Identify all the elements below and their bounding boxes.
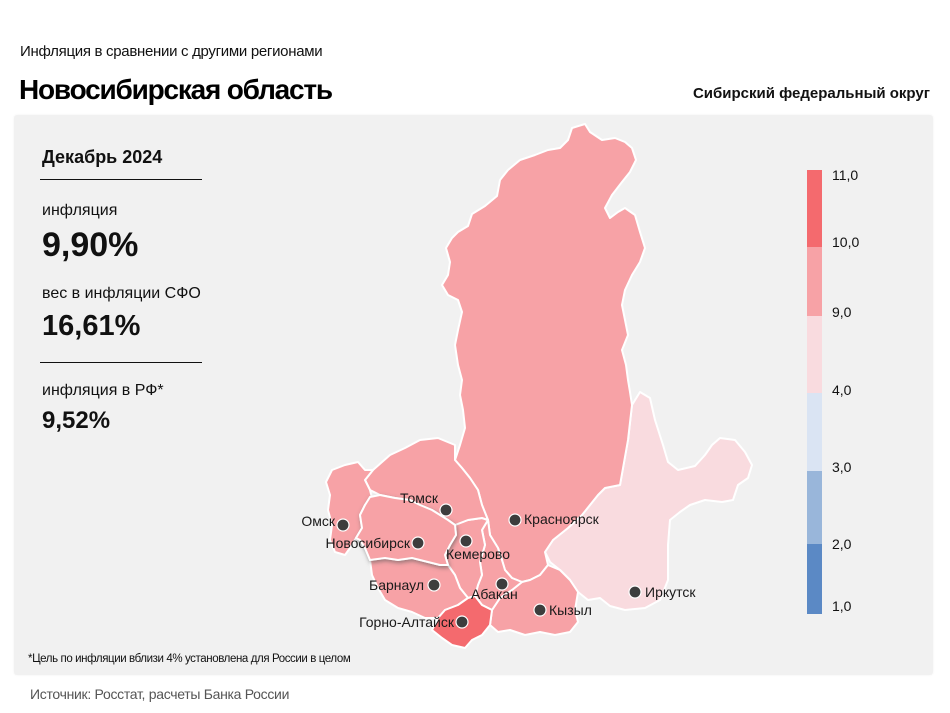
legend-tick: 10,0 xyxy=(832,234,860,250)
legend-bin-4-9 xyxy=(807,316,822,393)
city-label-abakan: Абакан xyxy=(471,586,518,602)
legend-tick: 2,0 xyxy=(832,536,852,552)
legend-bin-1-2 xyxy=(807,544,822,614)
legend-tick: 1,0 xyxy=(832,598,852,614)
city-label-kyzyl: Кызыл xyxy=(549,602,592,618)
legend-bin-9-10 xyxy=(807,247,822,316)
legend-tick: 9,0 xyxy=(832,304,852,320)
city-dot-kemerovo[interactable] xyxy=(459,534,473,548)
legend-bin-2-3 xyxy=(807,471,822,544)
rf-inflation-label: инфляция в РФ* xyxy=(42,382,164,399)
rf-inflation-value: 9,52% xyxy=(42,407,111,434)
city-label-barnaul: Барнаул xyxy=(369,577,424,593)
inflation-label: инфляция xyxy=(42,202,118,219)
city-label-irkutsk: Иркутск xyxy=(645,584,696,600)
footnote: *Цель по инфляции вблизи 4% установлена … xyxy=(28,653,351,665)
legend-tick: 11,0 xyxy=(832,167,859,183)
legend-bin-10-11 xyxy=(807,170,822,247)
city-dot-barnaul[interactable] xyxy=(427,578,441,592)
page-subtitle: Инфляция в сравнении с другими регионами xyxy=(20,43,323,60)
region-novosibirsk[interactable] xyxy=(355,494,457,566)
city-dot-krasnoyarsk[interactable] xyxy=(508,513,522,527)
page-title: Новосибирская область xyxy=(19,74,333,105)
legend-tick: 4,0 xyxy=(832,382,852,398)
divider xyxy=(40,362,202,363)
legend-tick: 3,0 xyxy=(832,459,852,475)
city-dot-gorno-altaysk[interactable] xyxy=(455,615,469,629)
weight-label: вес в инфляции СФО xyxy=(42,285,201,302)
period-label: Декабрь 2024 xyxy=(42,147,163,167)
city-label-kemerovo: Кемерово xyxy=(446,546,510,562)
weight-value: 16,61% xyxy=(42,310,141,342)
district-label: Сибирский федеральный округ xyxy=(692,85,930,102)
city-label-gorno-altaysk: Горно-Алтайск xyxy=(359,614,455,630)
divider xyxy=(40,179,202,180)
city-dot-irkutsk[interactable] xyxy=(628,585,642,599)
city-dot-kyzyl[interactable] xyxy=(533,603,547,617)
city-dot-abakan[interactable] xyxy=(495,577,509,591)
inflation-value: 9,90% xyxy=(42,226,139,264)
legend-bin-3-4 xyxy=(807,393,822,471)
city-dot-novosibirsk[interactable] xyxy=(411,536,425,550)
city-label-krasnoyarsk: Красноярск xyxy=(524,511,600,527)
city-dot-omsk[interactable] xyxy=(336,518,350,532)
city-dot-tomsk[interactable] xyxy=(439,503,453,517)
city-label-novosibirsk: Новосибирск xyxy=(325,535,410,551)
city-label-tomsk: Томск xyxy=(400,490,439,506)
city-label-omsk: Омск xyxy=(301,513,336,529)
source-note: Источник: Росстат, расчеты Банка России xyxy=(30,686,290,702)
